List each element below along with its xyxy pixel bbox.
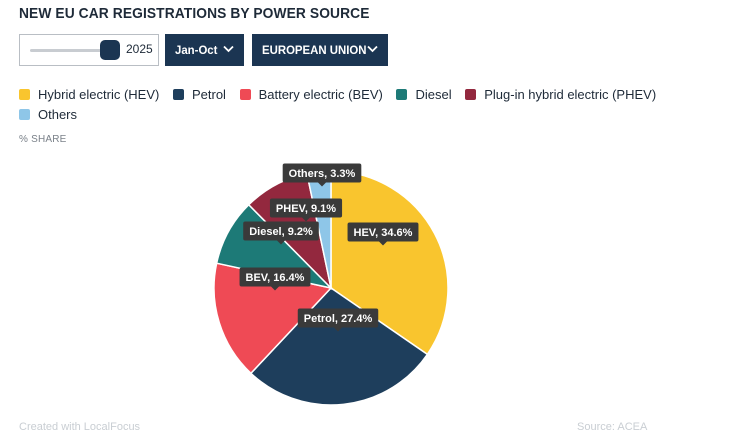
legend-swatch bbox=[19, 108, 30, 120]
data-label-text: HEV, 34.6% bbox=[354, 227, 413, 239]
data-label-diesel: Diesel, 9.2% bbox=[243, 221, 319, 245]
footer-source: Source: ACEA bbox=[577, 421, 648, 433]
data-label-box bbox=[347, 222, 419, 242]
period-dropdown-label: Jan-Oct bbox=[175, 43, 218, 57]
pie-slice-petrol[interactable] bbox=[249, 287, 429, 406]
legend-label: Petrol bbox=[191, 86, 226, 102]
legend-item-diesel[interactable]: Diesel bbox=[396, 84, 452, 104]
legend-item-others[interactable]: Others bbox=[19, 104, 77, 124]
period-dropdown[interactable]: Jan-Oct bbox=[165, 34, 244, 66]
data-label-pointer bbox=[271, 286, 279, 291]
data-label-pointer bbox=[334, 327, 342, 332]
data-label-petrol: Petrol, 27.4% bbox=[297, 308, 379, 332]
slider-year-value: 2025 bbox=[126, 42, 153, 56]
legend-swatch bbox=[465, 88, 477, 100]
data-label-box bbox=[239, 267, 311, 287]
chart-legend: Hybrid electric (HEV) Petrol Battery ele… bbox=[19, 84, 719, 104]
legend-swatch bbox=[172, 88, 184, 100]
region-dropdown[interactable]: EUROPEAN UNION bbox=[252, 34, 388, 66]
legend-swatch bbox=[239, 88, 251, 100]
legend-label: Others bbox=[38, 106, 78, 122]
data-label-phev: PHEV, 9.1% bbox=[269, 198, 343, 222]
chevron-down-icon bbox=[367, 45, 378, 53]
legend-item-hev[interactable]: Hybrid electric (HEV) bbox=[19, 84, 159, 104]
data-label-pointer bbox=[302, 217, 310, 222]
footer-credit: Created with LocalFocus bbox=[19, 421, 141, 433]
legend-label: Plug-in hybrid electric (PHEV) bbox=[484, 86, 657, 102]
data-label-pointer bbox=[318, 182, 326, 187]
legend-swatch bbox=[19, 88, 30, 100]
data-label-box bbox=[282, 163, 362, 183]
legend-item-petrol[interactable]: Petrol bbox=[172, 84, 226, 104]
data-label-text: BEV, 16.4% bbox=[246, 272, 305, 284]
chevron-down-icon bbox=[223, 45, 234, 53]
legend-label: Hybrid electric (HEV) bbox=[38, 86, 160, 102]
unit-label: % SHARE bbox=[19, 134, 67, 145]
legend-swatch bbox=[396, 88, 408, 100]
slider-track[interactable] bbox=[30, 49, 114, 52]
data-label-text: Petrol, 27.4% bbox=[304, 313, 373, 325]
data-label-text: PHEV, 9.1% bbox=[276, 203, 336, 215]
chart-legend-row-2: Others bbox=[19, 104, 87, 124]
data-label-box bbox=[269, 198, 343, 218]
chart-title: NEW EU CAR REGISTRATIONS BY POWER SOURCE bbox=[19, 5, 370, 22]
data-label-box bbox=[297, 308, 379, 328]
data-label-text: Diesel, 9.2% bbox=[249, 226, 313, 238]
data-label-bev: BEV, 16.4% bbox=[239, 267, 311, 291]
legend-item-phev[interactable]: Plug-in hybrid electric (PHEV) bbox=[465, 84, 656, 104]
legend-item-bev[interactable]: Battery electric (BEV) bbox=[239, 84, 383, 104]
pie-slice-bev[interactable] bbox=[213, 262, 333, 375]
slider-thumb[interactable] bbox=[100, 40, 120, 60]
data-label-hev: HEV, 34.6% bbox=[347, 222, 419, 246]
data-label-box bbox=[243, 221, 319, 241]
data-label-others: Others, 3.3% bbox=[282, 163, 362, 187]
pie-slice-hev[interactable] bbox=[330, 170, 449, 356]
year-slider[interactable]: 2025 bbox=[19, 34, 159, 66]
region-dropdown-label: EUROPEAN UNION bbox=[262, 43, 367, 57]
data-label-pointer bbox=[379, 241, 387, 246]
data-label-text: Others, 3.3% bbox=[289, 168, 356, 180]
legend-label: Diesel bbox=[415, 86, 452, 102]
legend-label: Battery electric (BEV) bbox=[258, 86, 383, 102]
data-label-pointer bbox=[277, 240, 285, 245]
